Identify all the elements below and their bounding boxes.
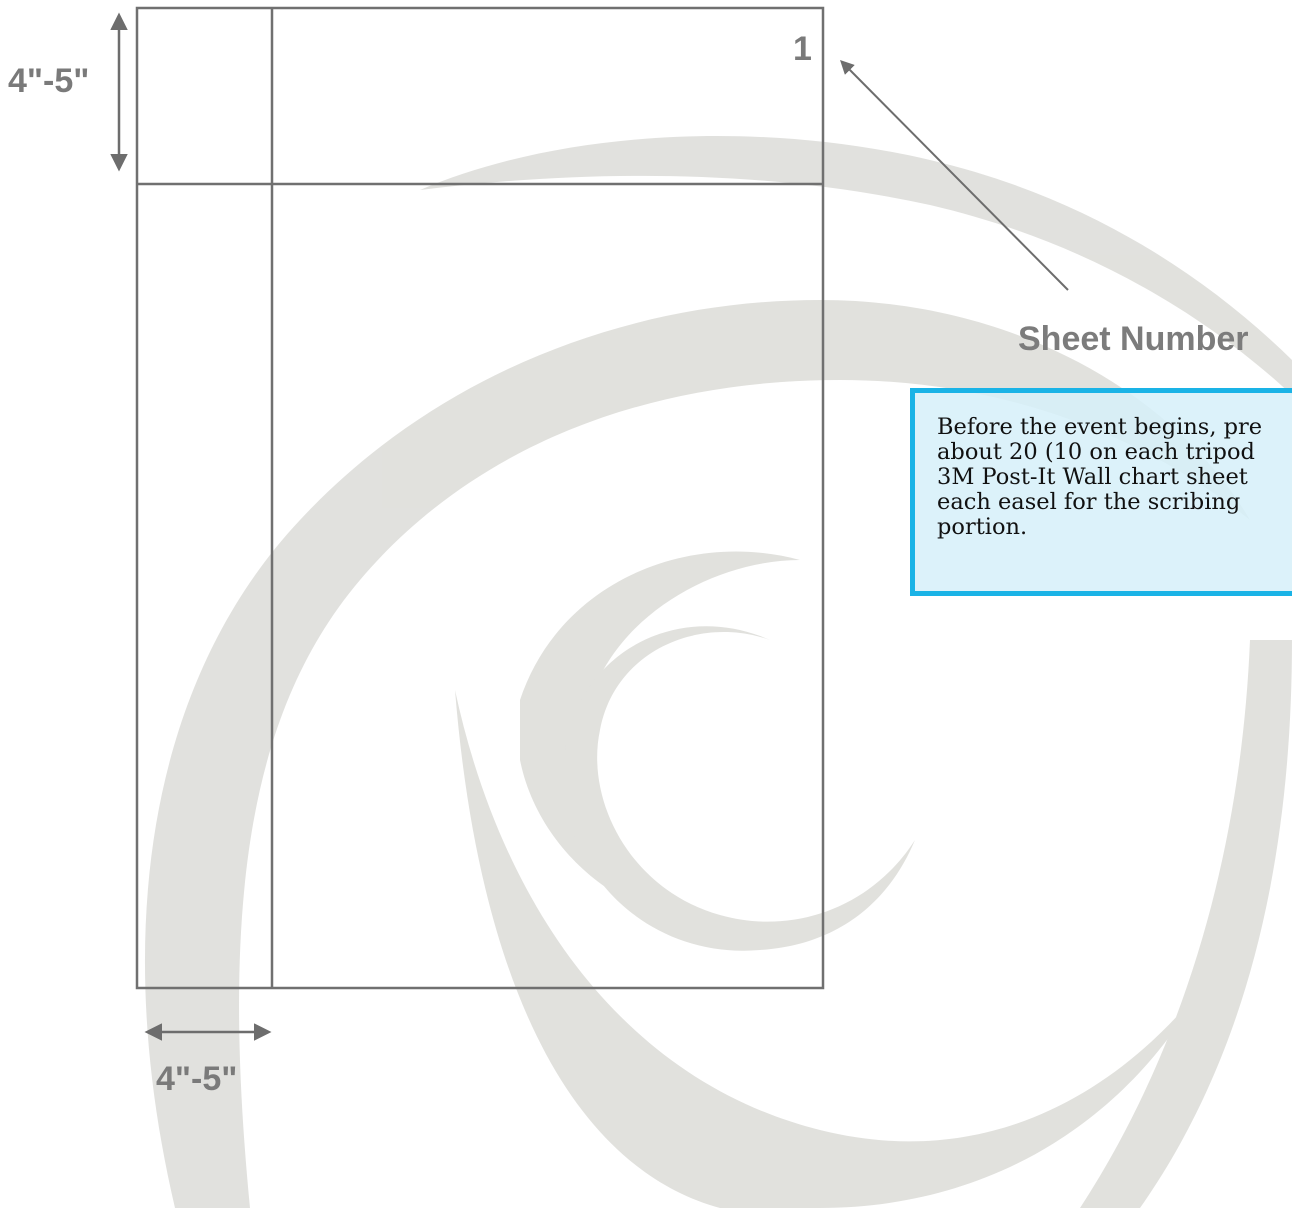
top-margin-label: 4"-5" (8, 62, 89, 100)
left-margin-dimension: 4"-5" (144, 1023, 272, 1098)
swirl-right-band (1080, 640, 1292, 1208)
swirl-watermark (144, 136, 1292, 1208)
swirl-top-arc (420, 136, 1292, 395)
top-margin-dimension: 4"-5" (8, 12, 128, 172)
sheet (135, 6, 825, 990)
swirl-middle-ring (520, 551, 800, 921)
sheet-number: 1 (793, 30, 812, 68)
swirl-inner-crescent (563, 626, 915, 951)
instruction-note-text: Before the event begins, pre about 20 (1… (937, 414, 1263, 540)
sheet-number-callout-label: Sheet Number (1018, 320, 1249, 358)
sheet-number-callout-arrow (840, 60, 1069, 291)
instruction-note: Before the event begins, pre about 20 (1… (910, 388, 1292, 596)
sheet-border (135, 6, 825, 990)
swirl-bottom-band (455, 690, 1200, 1208)
left-margin-label: 4"-5" (156, 1060, 237, 1098)
